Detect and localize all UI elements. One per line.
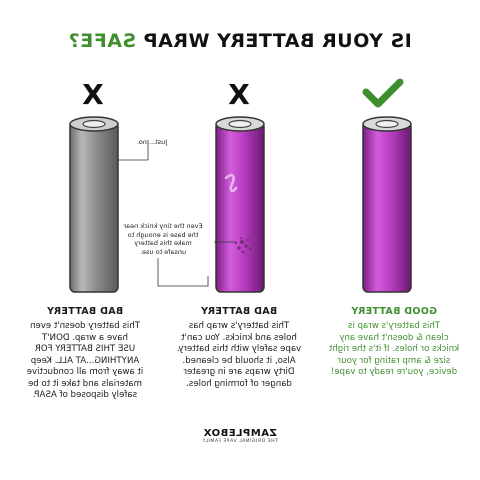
battery-description: This battery doesn't even have a wrap. D… (26, 321, 144, 400)
battery-unwrapped (69, 116, 119, 293)
battery-label: GOOD BATTERY (351, 306, 437, 317)
note-tiny-knick: Even the tiny knick near the base is eno… (123, 222, 203, 256)
column-good: GOOD BATTERY This battery's wrap is clea… (318, 306, 470, 379)
brand-logo: ZAMPLEBOX THE ORIGINAL VAPE FAMILY (202, 428, 278, 444)
battery-description: This battery's wrap is clean & doesn't h… (328, 321, 460, 377)
battery-description: This battery's wrap has holes and knicks… (176, 321, 302, 389)
check-icon (362, 78, 404, 108)
column-bad-damaged: BAD BATTERY This battery's wrap has hole… (164, 306, 314, 390)
battery-good (362, 116, 412, 293)
note-just-no: Just... no. (136, 138, 168, 146)
column-bad-unwrapped: BAD BATTERY This battery doesn't even ha… (10, 306, 160, 402)
battery-damaged (215, 116, 265, 293)
battery-label: BAD BATTERY (46, 306, 124, 317)
battery-label: BAD BATTERY (200, 306, 278, 317)
